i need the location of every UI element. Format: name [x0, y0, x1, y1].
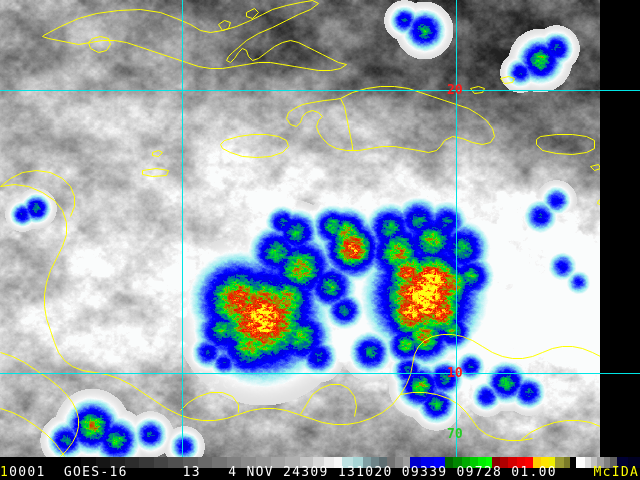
satellite-name: GOES-16	[63, 465, 128, 480]
infrared-cloud-canvas	[0, 0, 600, 457]
colorbar-stop-19	[333, 457, 342, 468]
colorbar-stop-4	[124, 457, 140, 468]
sp7	[393, 465, 402, 480]
colorbar-stop-13	[255, 457, 271, 468]
colorbar-stop-7	[168, 457, 184, 468]
frame-prefix-digit: 1	[0, 465, 10, 480]
colorbar-stop-53	[610, 457, 617, 468]
colorbar-stop-1	[81, 457, 96, 468]
colorbar-stop-0	[0, 457, 81, 468]
colorbar-stop-22	[362, 457, 371, 468]
colorbar-stop-5	[139, 457, 154, 468]
graticule-label-20: 20	[447, 83, 463, 98]
colorbar-stop-38	[500, 457, 509, 468]
graticule-longitude-80w	[182, 0, 183, 457]
colorbar-stop-37	[492, 457, 501, 468]
sp8	[447, 465, 456, 480]
month-name: NOV	[246, 465, 274, 480]
colorbar-stop-39	[508, 457, 517, 468]
colorbar-stop-26	[395, 457, 404, 468]
band-number: 13	[182, 465, 201, 480]
sp1	[46, 465, 64, 480]
colorbar-stop-3	[110, 457, 125, 468]
colorbar-stop-55	[628, 457, 640, 468]
colorbar-stop-30	[434, 457, 446, 468]
julian-date: 24309	[283, 465, 329, 480]
colorbar-stop-42	[532, 457, 541, 468]
graticule-longitude-70w	[456, 0, 457, 457]
colorbar-stop-23	[370, 457, 379, 468]
colorbar-stop-15	[285, 457, 300, 468]
colorbar-stop-6	[153, 457, 169, 468]
sp9	[502, 465, 511, 480]
colorbar-stop-18	[323, 457, 334, 468]
colorbar-stop-44	[548, 457, 556, 468]
graticule-latitude-20n	[0, 90, 640, 91]
colorbar-stop-11	[226, 457, 242, 468]
colorbar-stop-24	[379, 457, 388, 468]
colorbar-stop-16	[299, 457, 313, 468]
colorbar-stop-47	[569, 457, 577, 468]
colorbar-stop-17	[312, 457, 324, 468]
colorbar-stop-32	[453, 457, 462, 468]
satellite-image-viewport[interactable]: 20 10 70	[0, 0, 640, 457]
sp2	[128, 465, 183, 480]
colorbar-stop-14	[270, 457, 286, 468]
colorbar-stop-28	[409, 457, 422, 468]
colorbar-stop-25	[387, 457, 396, 468]
colorbar-stop-27	[403, 457, 410, 468]
colorbar-stop-10	[212, 457, 227, 468]
colorbar-stop-45	[555, 457, 564, 468]
time-utc: 131020	[337, 465, 393, 480]
colorbar-stop-31	[445, 457, 454, 468]
resolution: 01.00	[511, 465, 557, 480]
graticule-label-70: 70	[447, 427, 463, 442]
colorbar-stop-46	[563, 457, 570, 468]
sp6	[329, 465, 338, 480]
day-of-month: 4	[228, 465, 238, 480]
sp5	[274, 465, 283, 480]
graticule-label-10: 10	[447, 366, 463, 381]
colorbar-stop-35	[477, 457, 486, 468]
satellite-image[interactable]	[0, 0, 600, 457]
colorbar-stop-2	[95, 457, 111, 468]
colorbar-stop-33	[461, 457, 470, 468]
colorbar-stop-9	[197, 457, 213, 468]
annotation-text: 10001 GOES-16 13 4 NOV 24309 131020 0933…	[0, 466, 640, 480]
colorbar-stop-21	[353, 457, 363, 468]
element-number: 09728	[456, 465, 503, 480]
image-right-margin	[600, 0, 640, 457]
colorbar-stop-49	[584, 457, 592, 468]
software-label: McIDAS	[593, 465, 640, 480]
colorbar-stop-34	[469, 457, 478, 468]
line-number: 09339	[401, 465, 448, 480]
enhancement-colorbar[interactable]	[0, 457, 640, 468]
sp4	[237, 465, 246, 480]
colorbar-stop-51	[597, 457, 604, 468]
colorbar-stop-8	[183, 457, 198, 468]
colorbar-stop-41	[524, 457, 533, 468]
colorbar-stop-48	[576, 457, 585, 468]
colorbar-stop-40	[516, 457, 525, 468]
frame-number: 0001	[9, 465, 46, 480]
colorbar-stop-36	[485, 457, 493, 468]
colorbar-stop-29	[421, 457, 435, 468]
sp3	[201, 465, 228, 480]
sp10	[557, 465, 594, 480]
annotation-bar	[0, 468, 640, 480]
colorbar-stop-54	[616, 457, 629, 468]
colorbar-stop-43	[540, 457, 549, 468]
colorbar-stop-20	[341, 457, 354, 468]
colorbar-stop-12	[241, 457, 256, 468]
colorbar-stop-50	[591, 457, 598, 468]
graticule-latitude-10n	[0, 373, 640, 374]
colorbar-stop-52	[603, 457, 611, 468]
